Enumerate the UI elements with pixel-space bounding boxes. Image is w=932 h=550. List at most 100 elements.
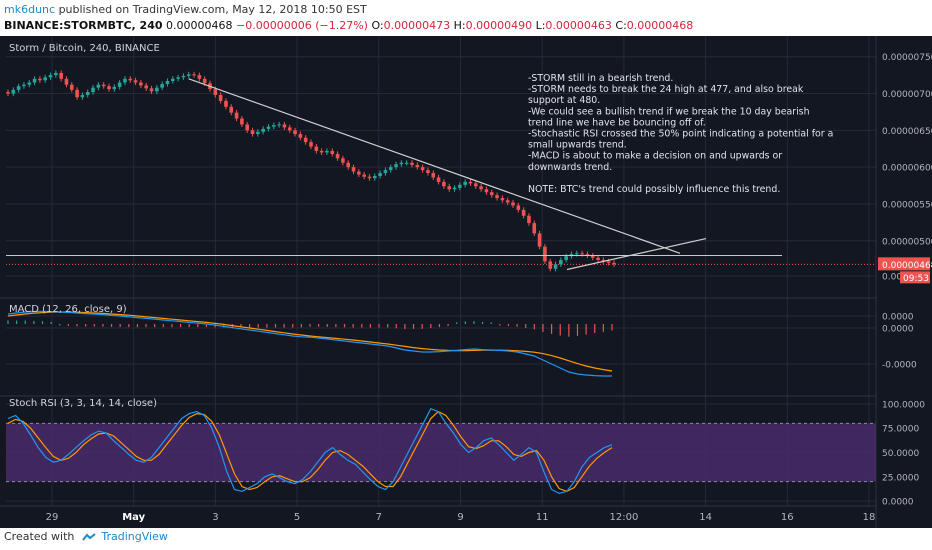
trend-lines [6,78,876,271]
candle-body [64,78,69,85]
candle-body [537,233,542,247]
last-price-tag [878,257,930,271]
candle-body [245,124,250,131]
macd-signal-line [7,311,613,372]
price-axis-label: 0.000 [882,273,908,283]
candle-body [38,78,42,81]
chart-area[interactable]: 0.00000750 0.00000700 0.00000650 0.00000600… [0,36,932,528]
candle-body [197,75,202,79]
candle-body [309,142,313,147]
time-tick-label: 11 [536,512,549,523]
publish-text: published on TradingView.com, May 12, 20… [58,3,367,16]
analysis-annotation: -STORM still in a bearish trend. -STORM n… [528,73,833,195]
macd-line [7,310,612,377]
close-value: 0.00000468 [626,19,694,32]
candle-body [601,259,606,262]
macd-pane-title: MACD (12, 26, close, 9) [9,304,127,315]
candle-body [80,95,85,98]
candle-body [500,198,505,201]
candle-body [112,86,117,90]
open-label: O: [371,19,384,32]
candle-body [495,195,499,199]
candle-body [85,92,90,96]
time-axis: 29 May 3 5 7 9 11 12:00 14 16 18 [46,512,876,523]
candle-body [442,181,446,187]
candle-body [293,130,297,135]
rsi-axis-label: 50.0000 [882,449,919,459]
candle-body [96,84,101,88]
macd-axis-label: 0.0000 [882,325,914,335]
annotation-line: NOTE: BTC's trend could possibly influen… [528,184,780,195]
time-tick-label: 5 [294,512,300,523]
candle-body [612,262,616,265]
candle-body [447,186,452,190]
candle-body [59,72,63,79]
overbought-oversold-band [6,423,876,482]
candle-body [224,100,228,107]
price-pane-title: Storm / Bitcoin, 240, BINANCE [9,43,160,54]
annotation-line: trend line we have be bouncing off of. [528,117,706,128]
rsi-axis-label: 100.0000 [882,400,925,410]
rsi-axis-label: 0.0000 [882,498,914,508]
candle-body [410,162,414,165]
price-axis-label: 0.00000750 [882,53,932,63]
candle-body [484,189,489,193]
annotation-line: -We could see a bullish trend if we brea… [528,106,810,117]
countdown-tag [900,271,930,284]
candle-body [399,162,404,165]
candle-body [596,257,600,260]
candle-body [139,82,143,86]
open-value: 0.00000473 [383,19,451,32]
candle-body [149,88,154,92]
candle-body [357,171,361,175]
candle-body [117,82,122,87]
candle-body [282,124,287,128]
candle-body [335,153,340,159]
symbol-label: BINANCE:STORMBTC, 240 [4,19,163,32]
stoch-rsi-pane-title: Stoch RSI (3, 3, 14, 14, close) [9,398,157,409]
last-price-tag-label: 0.00000468 [882,261,932,271]
price-axes: 0.00000750 0.00000700 0.00000650 0.00000600… [878,53,932,508]
price-axis-label: 0.00000550 [882,200,932,210]
candle-body [346,162,351,168]
candle-body [553,264,558,269]
candle-body [240,118,244,125]
macd-axis-label: 0.0000 [882,313,914,323]
candle-body [271,125,276,127]
close-label: C: [615,19,627,32]
price-change: −0.00000006 (−1.27%) [236,19,368,32]
time-tick-label: 18 [863,512,876,523]
candle-body [186,74,191,76]
candle-body [431,173,436,178]
time-tick-label: 14 [699,512,712,523]
annotation-line: support at 480. [528,95,600,106]
candle-body [181,75,186,78]
low-value: 0.00000463 [545,19,612,32]
rsi-axis-label: 75.0000 [882,425,919,435]
candle-body [69,84,74,90]
candle-body [266,126,271,129]
bearish-trendline [188,78,681,254]
bullish-trendline [566,237,707,271]
time-tick-label: 16 [781,512,794,523]
stoch-rsi-band [6,422,876,483]
time-tick-label: 9 [457,512,463,523]
candle-body [564,256,568,260]
author-link[interactable]: mk6dunc [4,3,56,16]
annotation-line: -STORM still in a bearish trend. [528,73,673,84]
candle-body [160,83,164,88]
time-tick-label: 3 [212,512,218,523]
candle-body [351,167,356,172]
candle-body [516,205,521,210]
candle-body [383,170,388,174]
candle-body [298,134,303,138]
candle-body [473,183,478,187]
time-tick-label: 29 [46,512,59,523]
candle-body [277,124,281,126]
tradingview-brand-link[interactable]: TradingView [101,530,168,543]
candle-body [511,202,515,206]
candle-body [22,84,26,87]
annotation-line [528,173,531,184]
candle-body [170,78,175,82]
time-tick-label: May [122,512,145,523]
